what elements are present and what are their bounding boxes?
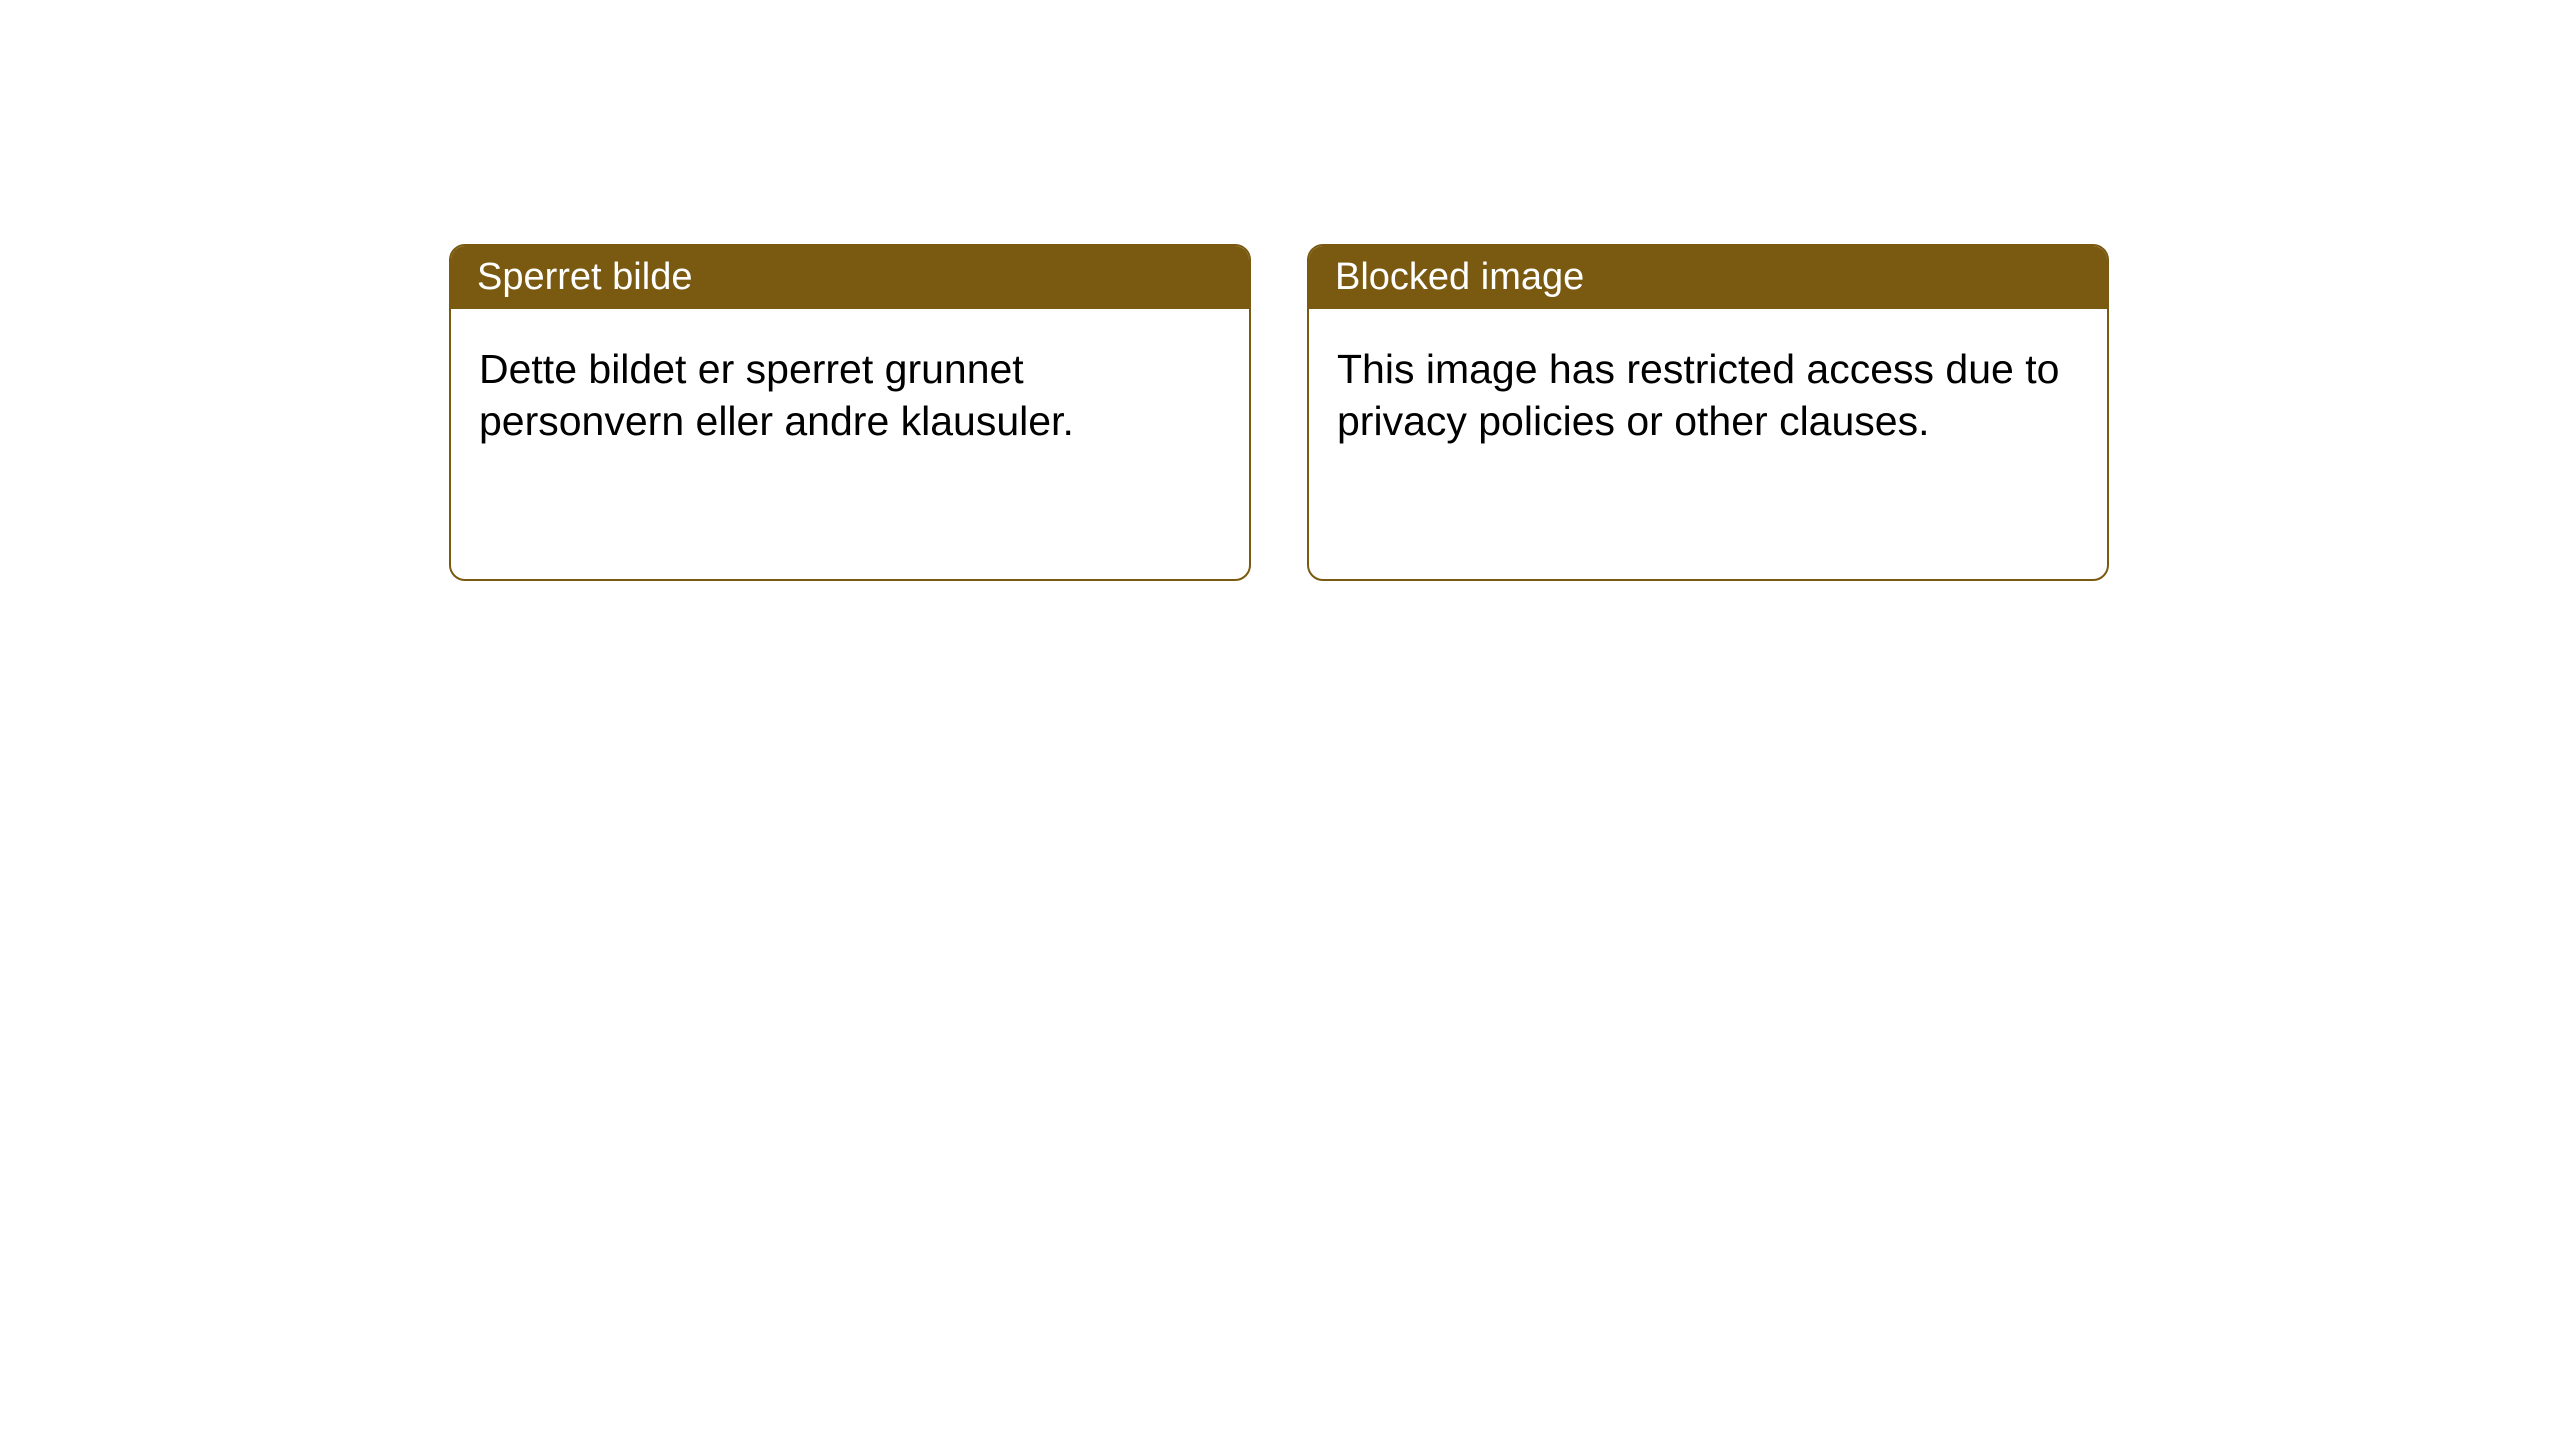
notice-card-norwegian: Sperret bilde Dette bildet er sperret gr… bbox=[449, 244, 1251, 581]
notice-container: Sperret bilde Dette bildet er sperret gr… bbox=[449, 244, 2109, 581]
notice-header-english: Blocked image bbox=[1309, 246, 2107, 309]
notice-body-norwegian: Dette bildet er sperret grunnet personve… bbox=[451, 309, 1249, 579]
notice-card-english: Blocked image This image has restricted … bbox=[1307, 244, 2109, 581]
notice-header-norwegian: Sperret bilde bbox=[451, 246, 1249, 309]
notice-body-english: This image has restricted access due to … bbox=[1309, 309, 2107, 579]
